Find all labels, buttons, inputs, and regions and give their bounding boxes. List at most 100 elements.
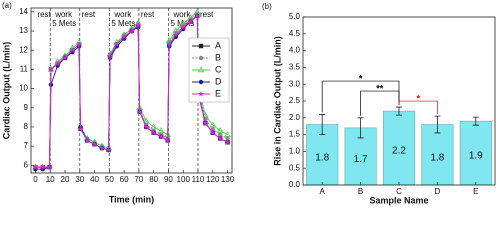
- plot-frame: [302, 16, 496, 186]
- y-tick-label: 8: [24, 122, 29, 131]
- significance-label: *: [416, 93, 420, 103]
- page: (a) 0 10 20 30 40 50 60 70 80 90 100 110 120 130 6 7 8 9 10…: [1, 1, 496, 206]
- y-tick-label: 5.0: [289, 12, 301, 21]
- marker: [209, 129, 216, 136]
- marker: [217, 135, 224, 141]
- marker: [210, 126, 215, 132]
- legend-marker: [198, 91, 204, 97]
- significance-bracket: [398, 100, 438, 115]
- phase-label: work: [113, 10, 132, 19]
- marker: [157, 127, 165, 133]
- legend-marker: [197, 66, 205, 73]
- x-tick-label: 120: [206, 175, 220, 184]
- x-tick-label: 10: [46, 175, 55, 184]
- bar: [382, 110, 416, 186]
- figure: (a) 0 10 20 30 40 50 60 70 80 90 100 110 120 130 6 7 8 9 10…: [1, 1, 496, 205]
- x-tick-label: 100: [177, 175, 191, 184]
- error-bar: [357, 117, 364, 139]
- y-tick-label: 4.0: [289, 46, 301, 55]
- significance-bracket: [360, 90, 400, 116]
- y-tick-label: 1.0: [289, 147, 301, 156]
- phase-label: rest: [82, 10, 96, 19]
- legend-marker: [198, 79, 204, 85]
- marker: [143, 123, 150, 130]
- marker: [202, 120, 209, 126]
- x-tick-label: E: [473, 187, 478, 196]
- y-tick-label: 2.0: [289, 113, 301, 122]
- legend-label: B: [215, 52, 221, 62]
- marker: [91, 141, 98, 147]
- legend-marker: [198, 55, 204, 61]
- legend-marker: [198, 43, 204, 49]
- x-tick-label: 110: [192, 175, 205, 184]
- phase-label: work: [172, 10, 191, 19]
- legend-label: A: [215, 40, 221, 50]
- legend-label: C: [215, 64, 222, 74]
- marker: [48, 66, 54, 72]
- significance-label: *: [359, 73, 363, 83]
- marker: [32, 164, 39, 170]
- phase-label: rest: [37, 10, 51, 19]
- marker: [202, 111, 209, 118]
- panel-label: (a): [2, 1, 12, 10]
- marker: [158, 133, 164, 139]
- x-tick-label: 90: [164, 175, 173, 184]
- value-label: 2.2: [392, 146, 406, 157]
- marker: [136, 108, 143, 115]
- phase-sublabel: 5 Mets: [111, 19, 135, 28]
- marker: [77, 125, 84, 132]
- y-tick-label: 14: [19, 7, 28, 16]
- x-tick-label: 20: [61, 175, 70, 184]
- phase-sublabel: 5 Mets: [52, 19, 76, 28]
- value-label: 1.9: [469, 151, 483, 162]
- marker: [128, 28, 135, 34]
- y-tick-label: 3.5: [289, 63, 301, 72]
- marker: [76, 41, 82, 47]
- marker: [187, 18, 194, 24]
- marker: [224, 131, 231, 137]
- y-tick-label: 13: [19, 26, 28, 35]
- y-axis-label: Rise in Cardiac Output (L/min): [272, 36, 282, 166]
- bar: [421, 124, 454, 186]
- phase-label: rest: [200, 10, 214, 19]
- marker: [107, 52, 113, 59]
- marker: [172, 31, 179, 38]
- marker: [225, 136, 230, 141]
- marker: [39, 164, 46, 170]
- y-tick-label: 0.5: [289, 163, 301, 172]
- marker: [166, 41, 173, 47]
- marker: [99, 145, 105, 151]
- x-tick-label: C: [396, 187, 402, 196]
- x-tick-label: 40: [90, 175, 99, 184]
- marker: [180, 24, 187, 30]
- marker: [150, 129, 157, 136]
- y-tick-label: 7: [24, 141, 29, 150]
- error-bar: [472, 116, 479, 126]
- value-label: 1.8: [430, 152, 444, 163]
- marker: [224, 139, 231, 145]
- y-axis-label: Cardiac Output (L/min): [1, 42, 11, 140]
- marker: [69, 47, 76, 53]
- error-bar: [434, 115, 441, 134]
- x-tick-label: 30: [75, 175, 84, 184]
- plot-frame: [30, 7, 233, 174]
- x-tick-label: 70: [134, 175, 143, 184]
- significance-label: **: [376, 83, 384, 93]
- y-tick-label: 10: [19, 84, 28, 93]
- legend-label: D: [215, 76, 222, 86]
- marker: [142, 117, 150, 124]
- marker: [46, 164, 53, 170]
- x-tick-label: A: [320, 187, 326, 196]
- x-axis-label: Time (min): [109, 194, 154, 204]
- y-tick-label: 9: [24, 103, 29, 112]
- error-bar: [396, 106, 402, 116]
- marker: [217, 132, 223, 137]
- marker: [194, 12, 201, 19]
- x-tick-label: D: [435, 187, 441, 196]
- phase-label: work: [54, 10, 73, 19]
- marker: [105, 146, 112, 153]
- x-tick-label: B: [358, 187, 363, 196]
- marker: [209, 121, 217, 128]
- value-label: 1.7: [354, 154, 368, 165]
- marker: [121, 33, 127, 40]
